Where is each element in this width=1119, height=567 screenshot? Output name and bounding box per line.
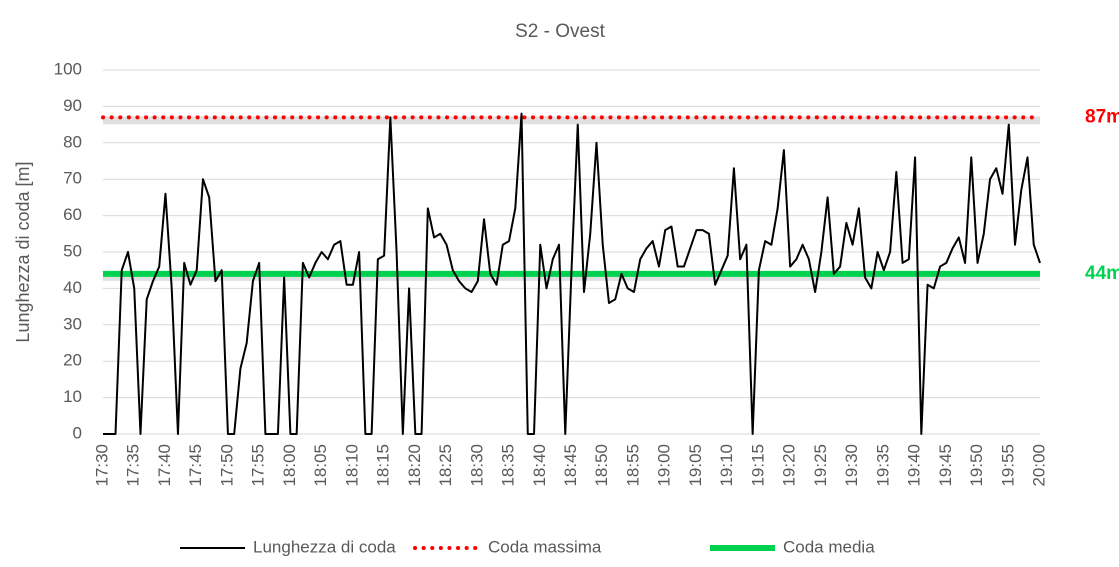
reference-label: 87m xyxy=(1085,106,1119,127)
chart-title: S2 - Ovest xyxy=(515,21,605,42)
x-tick-label: 19:40 xyxy=(905,444,924,487)
legend-label: Coda media xyxy=(783,537,875,556)
x-tick-label: 19:25 xyxy=(811,444,830,487)
x-tick-label: 18:20 xyxy=(405,444,424,487)
y-tick-label: 20 xyxy=(63,351,82,370)
y-tick-label: 100 xyxy=(54,59,82,78)
y-tick-label: 10 xyxy=(63,387,82,406)
x-tick-label: 19:35 xyxy=(873,444,892,487)
x-tick-label: 17:55 xyxy=(249,444,268,487)
legend-label: Lunghezza di coda xyxy=(253,537,396,556)
y-tick-label: 0 xyxy=(73,423,82,442)
x-tick-label: 18:05 xyxy=(311,444,330,487)
x-tick-label: 18:10 xyxy=(342,444,361,487)
x-tick-label: 19:15 xyxy=(748,444,767,487)
x-tick-label: 17:35 xyxy=(124,444,143,487)
y-tick-label: 90 xyxy=(63,96,82,115)
y-tick-label: 60 xyxy=(63,205,82,224)
legend-label: Coda massima xyxy=(488,537,602,556)
x-tick-label: 18:55 xyxy=(623,444,642,487)
reference-label: 44m xyxy=(1085,263,1119,284)
x-tick-label: 19:20 xyxy=(780,444,799,487)
x-tick-label: 17:40 xyxy=(155,444,174,487)
x-tick-label: 18:50 xyxy=(592,444,611,487)
x-tick-label: 19:55 xyxy=(998,444,1017,487)
x-tick-label: 18:45 xyxy=(561,444,580,487)
x-tick-label: 18:40 xyxy=(530,444,549,487)
y-tick-label: 30 xyxy=(63,314,82,333)
x-tick-label: 17:45 xyxy=(186,444,205,487)
x-tick-label: 19:30 xyxy=(842,444,861,487)
x-tick-label: 18:15 xyxy=(374,444,393,487)
x-tick-label: 17:30 xyxy=(92,444,111,487)
y-tick-label: 70 xyxy=(63,169,82,188)
x-tick-label: 18:25 xyxy=(436,444,455,487)
x-tick-label: 18:35 xyxy=(499,444,518,487)
x-tick-label: 18:00 xyxy=(280,444,299,487)
x-tick-label: 18:30 xyxy=(467,444,486,487)
x-tick-label: 19:00 xyxy=(655,444,674,487)
y-axis-label: Lunghezza di coda [m] xyxy=(13,161,33,342)
y-tick-label: 40 xyxy=(63,278,82,297)
x-tick-label: 20:00 xyxy=(1029,444,1048,487)
x-tick-label: 17:50 xyxy=(217,444,236,487)
x-tick-label: 19:10 xyxy=(717,444,736,487)
y-tick-label: 80 xyxy=(63,132,82,151)
x-tick-label: 19:50 xyxy=(967,444,986,487)
x-tick-label: 19:45 xyxy=(936,444,955,487)
x-tick-label: 19:05 xyxy=(686,444,705,487)
y-tick-label: 50 xyxy=(63,241,82,260)
data-line xyxy=(103,112,1041,435)
